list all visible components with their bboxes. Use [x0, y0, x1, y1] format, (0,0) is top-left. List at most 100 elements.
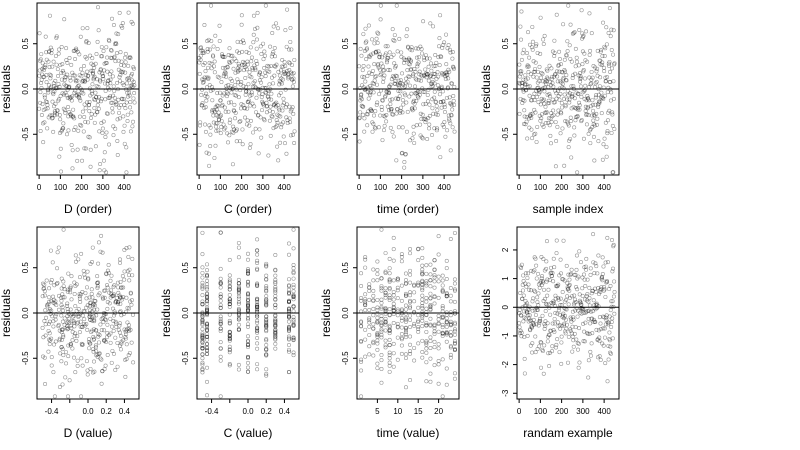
data-point: [440, 314, 445, 319]
data-point: [124, 295, 129, 300]
data-point: [607, 338, 612, 343]
data-point: [522, 82, 527, 87]
data-point: [543, 104, 548, 109]
data-point: [391, 134, 396, 139]
data-point: [120, 21, 125, 26]
data-point: [601, 343, 606, 348]
data-point: [83, 291, 88, 296]
data-point: [373, 50, 378, 55]
data-point: [218, 346, 223, 351]
data-point: [606, 322, 611, 327]
data-point: [205, 278, 210, 283]
data-point: [375, 63, 380, 68]
data-point: [522, 108, 527, 113]
data-point: [427, 126, 432, 131]
data-point: [95, 307, 100, 312]
data-point: [209, 38, 214, 43]
data-point: [557, 97, 562, 102]
data-point: [543, 121, 548, 126]
data-point: [429, 84, 434, 89]
data-point: [403, 152, 408, 157]
data-point: [371, 298, 376, 303]
data-point: [227, 344, 232, 349]
data-point: [547, 364, 552, 369]
data-point: [558, 62, 563, 67]
data-point: [198, 46, 203, 51]
data-point: [418, 133, 423, 138]
data-point: [540, 313, 545, 318]
data-point: [291, 132, 296, 137]
data-point: [536, 303, 541, 308]
data-point: [291, 246, 296, 251]
data-point: [422, 58, 427, 63]
data-point: [286, 314, 291, 319]
data-point: [245, 106, 250, 111]
data-point: [431, 24, 436, 29]
data-point: [444, 293, 449, 298]
data-point: [429, 68, 434, 73]
data-point: [531, 70, 536, 75]
data-point: [604, 42, 609, 47]
data-point: [132, 100, 137, 105]
data-point: [362, 116, 367, 121]
data-point: [452, 277, 457, 282]
data-point: [205, 273, 210, 278]
data-point: [579, 311, 584, 316]
data-point: [519, 262, 524, 267]
data-point: [46, 328, 51, 333]
data-point: [274, 21, 279, 26]
data-point: [572, 331, 577, 336]
data-point: [62, 17, 67, 22]
data-point: [291, 337, 296, 342]
data-point: [519, 57, 524, 62]
data-point: [92, 369, 97, 374]
data-point: [451, 66, 456, 71]
data-point: [424, 310, 429, 315]
data-point: [444, 331, 449, 336]
data-point: [561, 75, 566, 80]
data-point: [433, 63, 438, 68]
data-point: [100, 54, 105, 59]
data-point: [69, 326, 74, 331]
data-point: [444, 72, 449, 77]
data-point: [78, 86, 83, 91]
data-point: [90, 370, 95, 375]
data-point: [564, 53, 569, 58]
data-point: [119, 295, 124, 300]
data-point: [569, 267, 574, 272]
data-point: [517, 81, 522, 86]
data-point: [428, 291, 433, 296]
data-point: [428, 262, 433, 267]
data-point: [101, 296, 106, 301]
data-point: [85, 303, 90, 308]
data-point: [610, 110, 615, 115]
points-group: [197, 3, 297, 168]
data-point: [45, 106, 50, 111]
data-point: [227, 297, 232, 302]
data-point: [552, 321, 557, 326]
data-point: [114, 102, 119, 107]
data-point: [542, 89, 547, 94]
data-point: [609, 299, 614, 304]
data-point: [522, 334, 527, 339]
data-point: [104, 335, 109, 340]
x-tick-label: 300: [256, 183, 270, 192]
data-point: [58, 351, 63, 356]
data-point: [199, 48, 204, 53]
data-point: [261, 117, 266, 122]
data-point: [210, 108, 215, 113]
data-point: [363, 255, 368, 260]
data-point: [102, 68, 107, 73]
data-point: [117, 116, 122, 121]
data-point: [530, 24, 535, 29]
data-point: [387, 287, 392, 292]
data-point: [255, 328, 260, 333]
data-point: [364, 39, 369, 44]
data-point: [80, 342, 85, 347]
data-point: [440, 288, 445, 293]
data-point: [554, 139, 559, 144]
data-point: [291, 322, 296, 327]
data-point: [379, 71, 384, 76]
data-point: [563, 313, 568, 318]
data-point: [375, 319, 380, 324]
